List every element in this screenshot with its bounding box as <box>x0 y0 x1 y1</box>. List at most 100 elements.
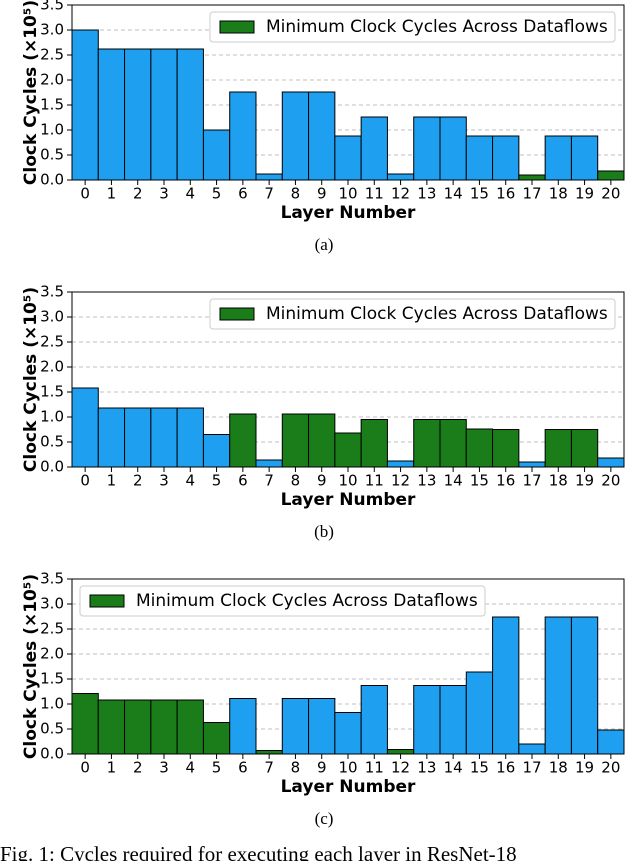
chart-panel: 0.00.51.01.52.02.53.03.50 1 2 3 4 5 6 7 8 9 10 11 12… <box>21 0 625 254</box>
x-tick-label: 4 <box>186 472 196 490</box>
x-tick-label: 9 <box>317 472 327 490</box>
bar <box>492 135 520 181</box>
bar <box>71 693 99 755</box>
bar <box>386 749 415 755</box>
x-tick-label: 8 <box>291 759 301 777</box>
x-tick-label: 13 <box>417 759 436 777</box>
x-tick-label: 20 <box>601 759 620 777</box>
bar <box>386 173 415 181</box>
x-tick-label: 5 <box>212 759 222 777</box>
x-tick-label: 9 <box>317 185 327 203</box>
bar <box>150 407 178 468</box>
x-tick-label: 16 <box>496 185 515 203</box>
bar <box>308 413 336 468</box>
bar <box>334 712 362 755</box>
x-tick-label: 19 <box>575 185 594 203</box>
y-tick-label: 2.5 <box>40 620 64 638</box>
plot-frame <box>71 578 625 755</box>
x-tick-label: 7 <box>264 759 274 777</box>
x-tick-label: 8 <box>291 472 301 490</box>
bar <box>97 699 126 755</box>
x-tick-label: 14 <box>444 185 463 203</box>
bar <box>229 91 257 181</box>
bar <box>570 429 599 468</box>
x-tick-label: 12 <box>391 472 410 490</box>
bar <box>334 432 362 468</box>
bar <box>176 48 204 181</box>
x-tick-label: 17 <box>522 759 541 777</box>
bar <box>255 173 283 181</box>
y-tick-label: 3.5 <box>40 0 64 14</box>
x-tick-label: 6 <box>238 185 248 203</box>
bar <box>281 698 310 755</box>
figure-caption: Fig. 1: Cycles required for executing ea… <box>0 842 517 861</box>
x-tick-label: 5 <box>212 472 222 490</box>
bar <box>465 135 494 181</box>
x-tick-label: 5 <box>212 185 222 203</box>
bar <box>71 387 99 468</box>
bar <box>229 413 257 468</box>
bar <box>71 29 99 181</box>
y-axis-label: Clock Cycles (×10⁵) <box>21 287 41 472</box>
chart-panel: 0.00.51.01.52.02.53.03.50 1 2 3 4 5 6 7 8 9 10 11 12… <box>21 570 625 828</box>
legend-swatch <box>89 594 125 608</box>
x-tick-label: 6 <box>238 472 248 490</box>
panel-caption: (c) <box>315 809 334 828</box>
x-tick-label: 0 <box>80 759 90 777</box>
bar <box>492 616 520 755</box>
x-axis-label: Layer Number <box>281 777 416 797</box>
bar <box>308 698 336 755</box>
y-tick-label: 3.0 <box>40 308 64 326</box>
bar <box>308 91 336 181</box>
x-tick-label: 19 <box>575 472 594 490</box>
legend-box <box>209 11 616 43</box>
bar <box>465 428 494 468</box>
x-tick-label: 15 <box>470 185 489 203</box>
bar <box>492 429 520 468</box>
x-tick-label: 10 <box>338 759 357 777</box>
bar <box>597 457 625 468</box>
bar <box>360 116 388 181</box>
bar <box>518 743 546 755</box>
bar <box>544 616 572 755</box>
bar <box>570 135 599 181</box>
x-tick-label: 14 <box>444 472 463 490</box>
y-tick-label: 2.5 <box>40 46 64 64</box>
bar <box>439 419 467 468</box>
y-tick-label: 1.5 <box>40 96 64 114</box>
panel-caption: (b) <box>314 522 334 541</box>
x-tick-label: 0 <box>80 185 90 203</box>
x-tick-label: 12 <box>391 759 410 777</box>
bar <box>518 461 546 468</box>
bar <box>439 685 467 755</box>
x-tick-label: 8 <box>291 185 301 203</box>
x-tick-label: 18 <box>549 472 568 490</box>
y-tick-label: 1.0 <box>40 408 64 426</box>
x-tick-label: 15 <box>470 759 489 777</box>
x-tick-label: 11 <box>365 472 384 490</box>
bar <box>544 429 572 468</box>
bar <box>97 48 126 181</box>
x-tick-label: 4 <box>186 185 196 203</box>
bar <box>465 671 494 755</box>
x-tick-label: 18 <box>549 759 568 777</box>
x-tick-label: 2 <box>133 185 143 203</box>
x-tick-label: 20 <box>601 472 620 490</box>
bar <box>255 459 283 468</box>
legend-swatch <box>219 20 255 34</box>
bar <box>597 170 625 181</box>
y-tick-label: 0.0 <box>40 458 64 476</box>
x-tick-label: 3 <box>159 472 169 490</box>
legend-label: Minimum Clock Cycles Across Dataflows <box>136 591 478 611</box>
bar <box>150 48 178 181</box>
bar <box>518 174 546 181</box>
x-tick-label: 9 <box>317 759 327 777</box>
bar <box>255 750 283 755</box>
bar <box>413 419 441 468</box>
x-tick-label: 10 <box>338 472 357 490</box>
y-tick-label: 0.0 <box>40 171 64 189</box>
bar <box>176 407 204 468</box>
x-tick-label: 13 <box>417 185 436 203</box>
x-tick-label: 15 <box>470 472 489 490</box>
